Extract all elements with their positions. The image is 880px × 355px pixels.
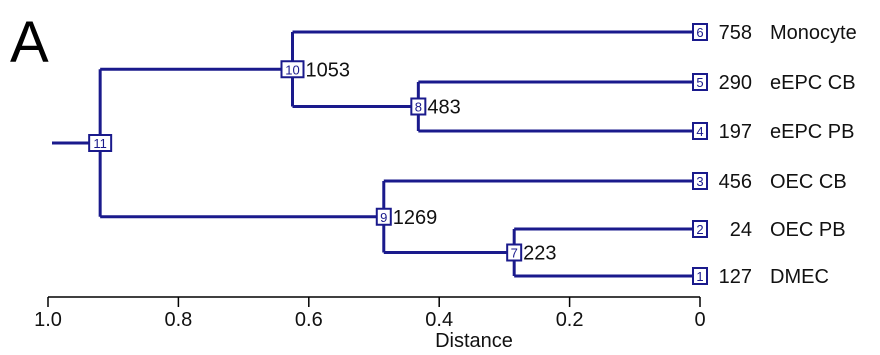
leaf-count: 758 xyxy=(719,22,752,44)
node-count: 1269 xyxy=(393,207,438,229)
dendrogram-edges xyxy=(52,30,700,278)
node-id-label: 10 xyxy=(285,62,299,77)
node-id-label: 5 xyxy=(696,75,703,90)
leaf-label: eEPC PB xyxy=(770,121,854,143)
leaf-label: Monocyte xyxy=(770,22,857,44)
node-id-label: 4 xyxy=(696,124,703,139)
node-count: 223 xyxy=(523,243,556,265)
leaf-count: 197 xyxy=(719,121,752,143)
axis-tick-label: 0 xyxy=(694,309,705,331)
node-box xyxy=(692,267,708,285)
node-id-label: 3 xyxy=(696,174,703,189)
node-1: 1 127 DMEC xyxy=(692,266,829,288)
node-10: 10 1053 xyxy=(280,59,351,81)
axis-tick-label: 1.0 xyxy=(34,309,62,331)
dendrogram-nodes: 7 223 8 483 9 1269 10 1053 11 6 758 Monocyte 5 290 eEP… xyxy=(88,22,857,288)
distance-axis: 1.0 0.8 0.6 0.4 0.2 0 xyxy=(34,296,706,331)
leaf-count: 127 xyxy=(719,266,752,288)
node-box xyxy=(692,122,708,140)
node-7: 7 223 xyxy=(506,243,557,265)
node-11: 11 xyxy=(88,134,113,152)
node-id-label: 1 xyxy=(696,269,703,284)
node-box xyxy=(375,207,392,226)
node-2: 2 24 OEC PB xyxy=(692,219,846,241)
node-8: 8 483 xyxy=(410,97,461,119)
node-box xyxy=(692,220,708,238)
node-id-label: 2 xyxy=(696,222,703,237)
node-6: 6 758 Monocyte xyxy=(692,22,857,44)
node-box xyxy=(692,73,708,91)
axis-tick-label: 0.2 xyxy=(556,309,584,331)
axis-tick-label: 0.6 xyxy=(295,309,323,331)
leaf-count: 456 xyxy=(719,171,752,193)
axis-tick-label: 0.4 xyxy=(425,309,453,331)
leaf-label: OEC PB xyxy=(770,219,846,241)
node-id-label: 6 xyxy=(696,25,703,40)
node-4: 4 197 eEPC PB xyxy=(692,121,854,143)
node-3: 3 456 OEC CB xyxy=(692,171,847,193)
node-9: 9 1269 xyxy=(375,207,438,229)
node-id-label: 9 xyxy=(380,210,387,225)
node-box xyxy=(410,97,427,116)
axis-tick-label: 0.8 xyxy=(164,309,192,331)
axis-title: Distance xyxy=(435,330,513,352)
node-box xyxy=(692,23,708,41)
leaf-label: eEPC CB xyxy=(770,72,856,94)
node-id-label: 8 xyxy=(415,100,422,115)
panel-label: A xyxy=(10,10,49,75)
node-id-label: 7 xyxy=(511,246,518,261)
node-box xyxy=(692,172,708,190)
node-box xyxy=(280,60,305,79)
node-5: 5 290 eEPC CB xyxy=(692,72,856,94)
node-count: 483 xyxy=(427,97,460,119)
leaf-count: 290 xyxy=(719,72,752,94)
leaf-count: 24 xyxy=(730,219,752,241)
node-count: 1053 xyxy=(306,59,351,81)
node-id-label: 11 xyxy=(93,136,107,151)
node-box xyxy=(88,134,113,152)
node-box xyxy=(506,243,523,262)
leaf-label: DMEC xyxy=(770,266,829,288)
leaf-label: OEC CB xyxy=(770,171,847,193)
